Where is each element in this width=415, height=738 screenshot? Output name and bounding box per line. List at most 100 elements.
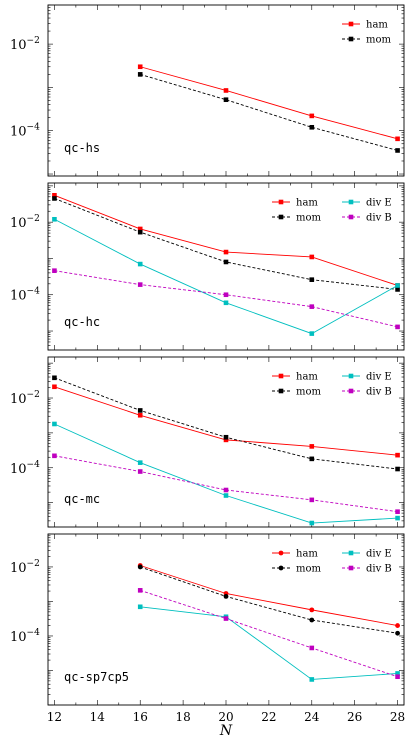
data-point	[137, 64, 143, 70]
legend-label: ham	[366, 20, 388, 31]
series-line-ham	[54, 194, 398, 286]
data-point	[223, 300, 229, 306]
data-point	[137, 261, 143, 267]
data-point	[395, 283, 400, 288]
legend-marker	[348, 21, 354, 27]
x-tick-label: 24	[304, 710, 320, 724]
series-line-mom	[54, 377, 398, 470]
data-point	[137, 226, 143, 232]
data-point	[52, 196, 57, 201]
x-tick-label: 12	[47, 710, 62, 724]
y-tick-label: 10−2	[10, 559, 40, 576]
chart-panel-qc-hc: 10−2 10−4 ham mom div E div B qc-hc	[10, 182, 405, 351]
panel-label: qc-hc	[64, 315, 100, 329]
series-line-div-B	[140, 589, 398, 678]
data-point	[395, 136, 400, 142]
data-point	[395, 623, 400, 628]
legend-label: div B	[366, 564, 392, 575]
series-line-div-E	[54, 218, 398, 335]
series-line-ham	[140, 565, 398, 627]
data-point	[309, 254, 315, 260]
y-tick-label: 10−2	[10, 36, 40, 53]
legend-marker	[348, 36, 354, 42]
chart-panel-qc-mc: 10−2 10−4 ham mom div E div B qc-mc	[10, 356, 405, 528]
data-point	[395, 324, 400, 330]
data-point	[309, 456, 315, 462]
x-tick-label: 18	[175, 710, 190, 724]
y-tick-label: 10−2	[10, 214, 40, 231]
legend-marker	[348, 565, 354, 571]
legend: ham mom div E div B	[272, 372, 392, 398]
legend-marker	[348, 373, 354, 379]
legend-label: ham	[296, 372, 318, 383]
legend-label: div B	[366, 387, 392, 398]
data-point	[52, 268, 57, 273]
data-point	[52, 192, 57, 198]
data-point	[137, 460, 143, 465]
data-point	[223, 434, 229, 440]
data-point	[52, 384, 57, 390]
x-tick-label: 28	[390, 710, 405, 724]
series-line-div-B	[54, 270, 398, 328]
legend: ham mom	[342, 20, 392, 46]
data-point	[223, 292, 229, 298]
legend-marker	[278, 388, 284, 394]
data-point	[223, 487, 229, 493]
data-point	[309, 444, 315, 449]
data-point	[309, 304, 315, 309]
data-point	[395, 452, 400, 458]
data-point	[137, 564, 143, 570]
data-point	[52, 375, 57, 381]
data-point	[309, 277, 315, 282]
legend-marker	[348, 388, 354, 394]
legend-marker	[348, 214, 354, 220]
data-point	[309, 520, 315, 526]
legend: ham mom div E div B	[272, 198, 392, 224]
data-point	[395, 674, 400, 680]
data-point	[223, 437, 229, 443]
chart-panel-qc-sp7cp5: 10−2 10−4 ham mom div E div B qc-sp7cp5 12 14 16 1…	[10, 533, 405, 738]
data-point	[52, 216, 57, 222]
panel-label: qc-mc	[64, 492, 100, 506]
legend-label: ham	[296, 549, 318, 560]
data-point	[223, 249, 229, 255]
data-point	[309, 617, 315, 623]
data-point	[309, 645, 315, 651]
plot-frame	[47, 182, 405, 351]
data-point	[395, 466, 400, 472]
panel-label: qc-hs	[64, 141, 100, 155]
data-point	[395, 509, 400, 514]
data-point	[52, 421, 57, 427]
data-point	[137, 412, 143, 418]
data-point	[309, 331, 315, 336]
data-point	[223, 88, 229, 93]
series-line-mom	[140, 566, 398, 634]
series-line-div-E	[140, 606, 398, 680]
x-tick-label: 16	[133, 710, 148, 724]
data-point	[223, 259, 229, 265]
data-point	[223, 97, 229, 103]
data-point	[309, 497, 315, 503]
legend-label: mom	[366, 35, 392, 46]
series-line-ham	[54, 386, 398, 456]
x-tick-label: 26	[347, 710, 362, 724]
data-point	[223, 493, 229, 498]
data-point	[137, 408, 143, 413]
legend-label: div B	[366, 213, 392, 224]
data-point	[137, 604, 143, 610]
y-tick-label: 10−2	[10, 390, 40, 407]
legend-marker	[278, 565, 284, 571]
legend-marker	[278, 373, 284, 379]
panel-label: qc-sp7cp5	[64, 670, 129, 684]
x-tick-label: 14	[90, 710, 106, 724]
legend-marker	[278, 214, 284, 220]
x-tick-label: 22	[261, 710, 276, 724]
legend-label: mom	[296, 213, 322, 224]
chart-panel-qc-hs: 10−2 10−4 ham mom qc-hs	[10, 4, 405, 177]
data-point	[309, 607, 315, 613]
y-tick-label: 10−4	[10, 460, 40, 477]
data-point	[137, 588, 143, 593]
data-point	[137, 469, 143, 474]
legend-label: mom	[296, 564, 322, 575]
